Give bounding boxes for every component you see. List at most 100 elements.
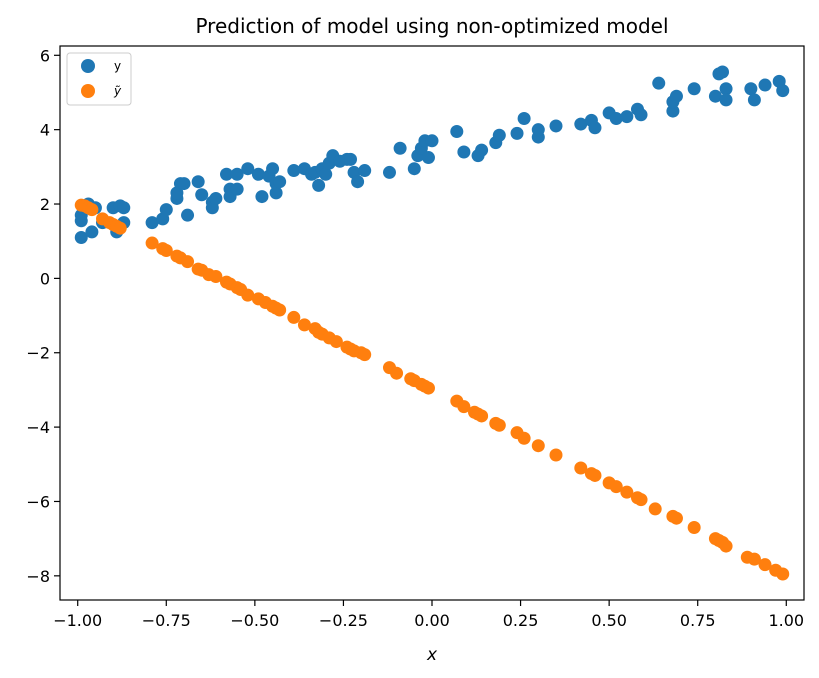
- point-series-1-3: [85, 203, 99, 217]
- point-series-0-31: [230, 182, 244, 196]
- point-series-1-40: [358, 348, 372, 362]
- point-series-0-81: [634, 108, 648, 122]
- point-series-0-69: [510, 126, 524, 140]
- point-series-0-26: [209, 191, 223, 205]
- point-series-1-8: [113, 221, 127, 235]
- point-series-0-68: [492, 128, 506, 142]
- point-series-0-91: [719, 93, 733, 107]
- x-axis-ticks: −1.00 −0.75 −0.50 −0.25 0.00 0.25 0.50 0.75 1.00: [53, 600, 804, 630]
- point-series-1-54: [492, 418, 506, 432]
- point-series-1-66: [634, 493, 648, 507]
- point-series-1-69: [669, 511, 683, 525]
- x-tick-label: −1.00: [53, 611, 102, 630]
- y-tick-label: −2: [26, 344, 50, 363]
- point-series-0-27: [220, 167, 234, 181]
- point-series-0-0: [74, 230, 88, 244]
- point-series-1-49: [457, 400, 471, 414]
- x-axis-label: x: [426, 645, 438, 665]
- point-series-0-30: [230, 167, 244, 181]
- chart-title: Prediction of model using non-optimized …: [195, 14, 668, 38]
- point-series-0-57: [407, 162, 421, 176]
- point-series-1-59: [574, 461, 588, 475]
- point-series-1-58: [549, 448, 563, 462]
- y-tick-label: −4: [26, 418, 50, 437]
- point-series-0-51: [344, 152, 358, 166]
- point-series-1-64: [620, 485, 634, 499]
- point-series-1-70: [687, 521, 701, 534]
- point-series-0-94: [758, 78, 772, 92]
- point-series-1-57: [531, 439, 545, 453]
- point-series-1-28: [273, 303, 287, 317]
- point-series-0-90: [719, 82, 733, 96]
- point-series-1-9: [145, 236, 159, 250]
- point-series-0-55: [382, 165, 396, 179]
- point-series-0-64: [457, 145, 471, 159]
- x-tick-label: 0.50: [591, 611, 627, 630]
- point-series-0-89: [716, 65, 730, 79]
- point-series-0-14: [145, 216, 159, 230]
- point-series-0-73: [549, 119, 563, 133]
- point-series-0-53: [351, 175, 365, 189]
- x-tick-label: 1.00: [768, 611, 804, 630]
- point-series-0-22: [191, 175, 205, 189]
- x-tick-label: 0.75: [680, 611, 716, 630]
- point-series-0-5: [85, 225, 99, 239]
- x-tick-label: 0.00: [414, 611, 450, 630]
- point-series-1-11: [159, 244, 173, 257]
- point-series-0-36: [266, 162, 280, 176]
- y-tick-label: −6: [26, 492, 50, 511]
- y-tick-label: 6: [40, 46, 50, 65]
- point-series-0-85: [669, 89, 683, 103]
- point-series-0-44: [312, 178, 326, 192]
- point-series-0-20: [177, 177, 191, 191]
- y-tick-label: 2: [40, 195, 50, 214]
- legend-frame: [66, 52, 132, 106]
- legend-label-y-tilde: ỹ: [113, 84, 122, 98]
- point-series-1-56: [517, 431, 531, 445]
- y-tick-label: −8: [26, 567, 50, 586]
- point-series-1-52: [475, 409, 489, 423]
- point-series-0-34: [255, 190, 269, 204]
- x-tick-label: −0.25: [319, 611, 368, 630]
- point-series-0-72: [531, 123, 545, 137]
- x-tick-label: −0.75: [142, 611, 191, 630]
- point-series-0-39: [273, 175, 287, 189]
- point-series-1-23: [241, 288, 255, 302]
- point-series-0-86: [687, 82, 701, 96]
- x-tick-label: −0.50: [230, 611, 279, 630]
- point-series-0-37: [269, 186, 283, 200]
- point-series-0-83: [666, 104, 680, 118]
- point-series-0-54: [358, 164, 372, 178]
- point-series-0-76: [588, 121, 602, 135]
- legend: y ỹ: [66, 52, 132, 106]
- point-series-1-30: [297, 318, 311, 332]
- legend-marker-y-tilde: [81, 84, 95, 98]
- point-series-1-74: [719, 539, 733, 553]
- point-series-0-61: [421, 151, 435, 165]
- point-series-0-93: [747, 93, 761, 107]
- y-axis-ticks: −8 −6 −4 −2 0 2 4 6: [26, 46, 60, 586]
- point-series-0-16: [159, 203, 173, 217]
- point-series-0-32: [241, 162, 255, 176]
- legend-label-y: y: [114, 59, 121, 73]
- point-series-1-67: [648, 502, 662, 516]
- point-series-1-47: [421, 381, 435, 395]
- point-series-1-77: [758, 558, 772, 572]
- point-series-1-63: [609, 480, 623, 494]
- point-series-0-40: [287, 164, 301, 178]
- point-series-1-35: [329, 335, 343, 349]
- point-series-0-96: [776, 84, 790, 98]
- point-series-0-66: [475, 143, 489, 157]
- point-series-0-82: [652, 76, 666, 90]
- y-tick-label: 0: [40, 269, 50, 288]
- point-series-1-14: [181, 255, 195, 269]
- point-series-0-62: [425, 134, 439, 148]
- point-series-0-56: [393, 141, 407, 155]
- point-series-0-23: [195, 188, 209, 202]
- point-series-0-21: [181, 208, 195, 222]
- point-series-0-78: [609, 112, 623, 125]
- y-tick-label: 4: [40, 121, 50, 140]
- point-series-0-79: [620, 110, 634, 124]
- point-series-1-61: [588, 468, 602, 482]
